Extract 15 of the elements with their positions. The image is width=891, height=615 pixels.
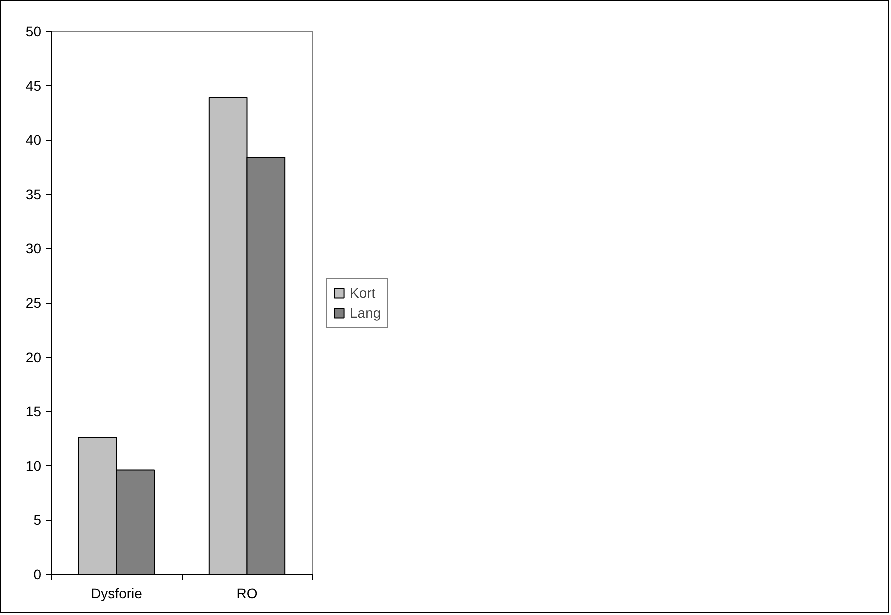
legend-label: Kort: [350, 284, 376, 300]
y-tick-label: 15: [26, 404, 42, 420]
y-tick-label: 50: [26, 24, 42, 40]
y-tick-label: 25: [26, 295, 42, 311]
y-tick-label: 35: [26, 186, 42, 202]
y-tick-label: 5: [34, 512, 42, 528]
x-tick-label: RO: [236, 586, 258, 602]
y-tick-label: 20: [26, 349, 42, 366]
y-tick-label: 30: [26, 240, 42, 257]
y-tick-label: 0: [34, 566, 42, 582]
legend-label: Lang: [350, 304, 382, 320]
y-tick-label: 45: [26, 78, 42, 94]
x-tick-label: Dysforie: [91, 586, 143, 602]
y-tick-label: 10: [26, 458, 42, 474]
y-tick-label: 40: [26, 132, 42, 148]
